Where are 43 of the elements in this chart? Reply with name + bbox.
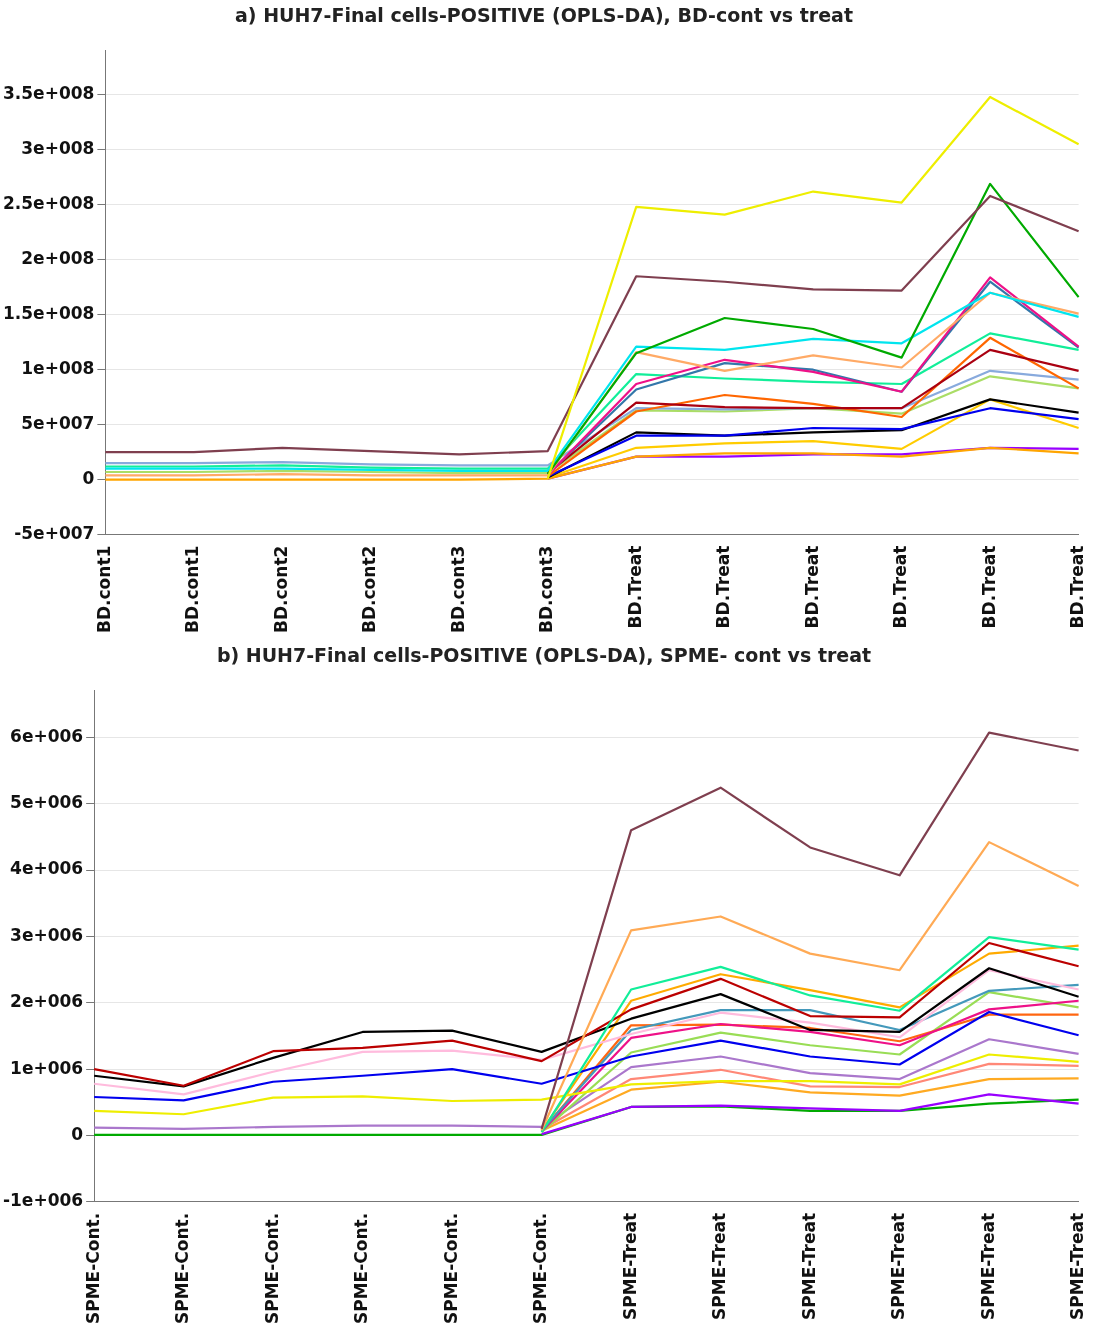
- x-tick-label: BD.cont1: [182, 545, 203, 633]
- y-tick-label: 5e+007: [21, 413, 95, 434]
- x-tick-label: SPME-Cont.: [530, 1212, 551, 1325]
- y-tick-label: 3e+008: [21, 138, 95, 159]
- y-tick-label: 6e+006: [10, 725, 84, 746]
- y-tick-label: 0: [71, 1123, 84, 1144]
- x-tick-label: SPME-Cont.: [82, 1212, 103, 1325]
- y-tick-label: 1e+006: [10, 1057, 84, 1078]
- y-tick-label: 0: [82, 468, 95, 489]
- y-tick-label: 1.5e+008: [3, 303, 95, 324]
- x-tick-label: BD.Treat: [1067, 545, 1088, 629]
- chart-title: b) HUH7-Final cells-POSITIVE (OPLS-DA), SPME- cont vs treat: [216, 644, 872, 667]
- y-tick-label: -1e+006: [2, 1190, 84, 1211]
- x-tick-label: SPME-Treat: [709, 1212, 730, 1320]
- y-tick-label: 1e+008: [21, 358, 95, 379]
- x-tick-label: SPME-Treat: [977, 1212, 998, 1320]
- x-tick-label: SPME-Cont.: [172, 1212, 193, 1325]
- x-tick-label: BD.Treat: [801, 545, 822, 629]
- y-tick-label: -5e+007: [14, 523, 95, 544]
- x-tick-label: BD.cont3: [447, 545, 468, 633]
- x-tick-label: BD.Treat: [890, 545, 911, 629]
- y-tick-label: 3e+006: [10, 924, 84, 945]
- y-tick-label: 5e+006: [10, 792, 84, 813]
- x-tick-label: BD.Treat: [624, 545, 645, 629]
- y-tick-label: 2e+006: [10, 991, 84, 1012]
- x-tick-label: BD.cont2: [359, 545, 380, 633]
- x-tick-label: BD.cont2: [270, 545, 291, 633]
- x-tick-label: SPME-Treat: [619, 1212, 640, 1320]
- x-tick-label: BD.cont3: [536, 545, 557, 633]
- x-tick-label: SPME-Cont.: [440, 1212, 461, 1325]
- x-tick-label: BD.Treat: [978, 545, 999, 629]
- x-tick-label: SPME-Treat: [1067, 1212, 1088, 1320]
- y-tick-label: 4e+006: [10, 858, 84, 879]
- chart-title: a) HUH7-Final cells-POSITIVE (OPLS-DA), BD-cont vs treat: [235, 4, 853, 27]
- y-tick-label: 3.5e+008: [3, 83, 95, 104]
- x-tick-label: SPME-Cont.: [261, 1212, 282, 1325]
- y-tick-label: 2.5e+008: [3, 193, 95, 214]
- y-tick-label: 2e+008: [21, 248, 95, 269]
- x-tick-label: BD.cont1: [93, 545, 114, 633]
- x-tick-label: SPME-Cont.: [351, 1212, 372, 1325]
- x-tick-label: SPME-Treat: [888, 1212, 909, 1320]
- x-tick-label: BD.Treat: [713, 545, 734, 629]
- x-tick-label: SPME-Treat: [798, 1212, 819, 1320]
